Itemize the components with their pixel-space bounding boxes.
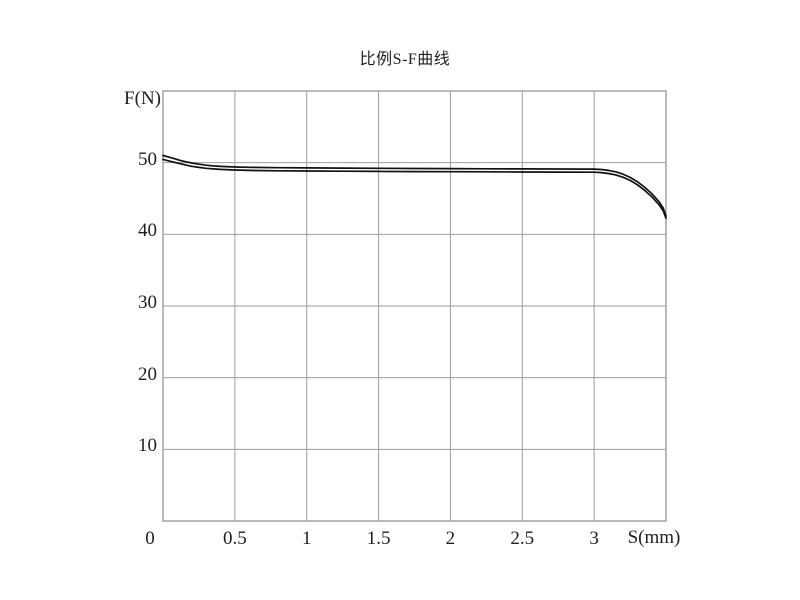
x-tick-label: 1.5: [366, 528, 391, 549]
x-tick-label: 0.5: [222, 528, 247, 549]
x-tick-label: 2.5: [510, 528, 535, 549]
x-axis-label: S(mm): [627, 527, 681, 548]
chart-title: 比例S-F曲线: [359, 51, 451, 68]
y-tick-label: 10: [138, 435, 157, 457]
x-tick-label: 1: [301, 528, 312, 549]
x-tick-label: 3: [589, 528, 599, 549]
curve-layer: [162, 154, 667, 220]
y-tick-label: 30: [138, 292, 157, 313]
y-tick-label: 20: [138, 363, 157, 385]
y-axis-label: F(N): [124, 88, 161, 109]
x-tick-label: 0: [145, 528, 155, 549]
lower-curve: [162, 158, 667, 220]
y-tick-label: 50: [138, 148, 157, 170]
y-tick-label: 40: [138, 220, 157, 242]
plot-frame: [162, 90, 667, 522]
x-tick-label: 2: [445, 528, 456, 549]
upper-curve: [162, 154, 667, 217]
grid-layer: [162, 90, 667, 522]
